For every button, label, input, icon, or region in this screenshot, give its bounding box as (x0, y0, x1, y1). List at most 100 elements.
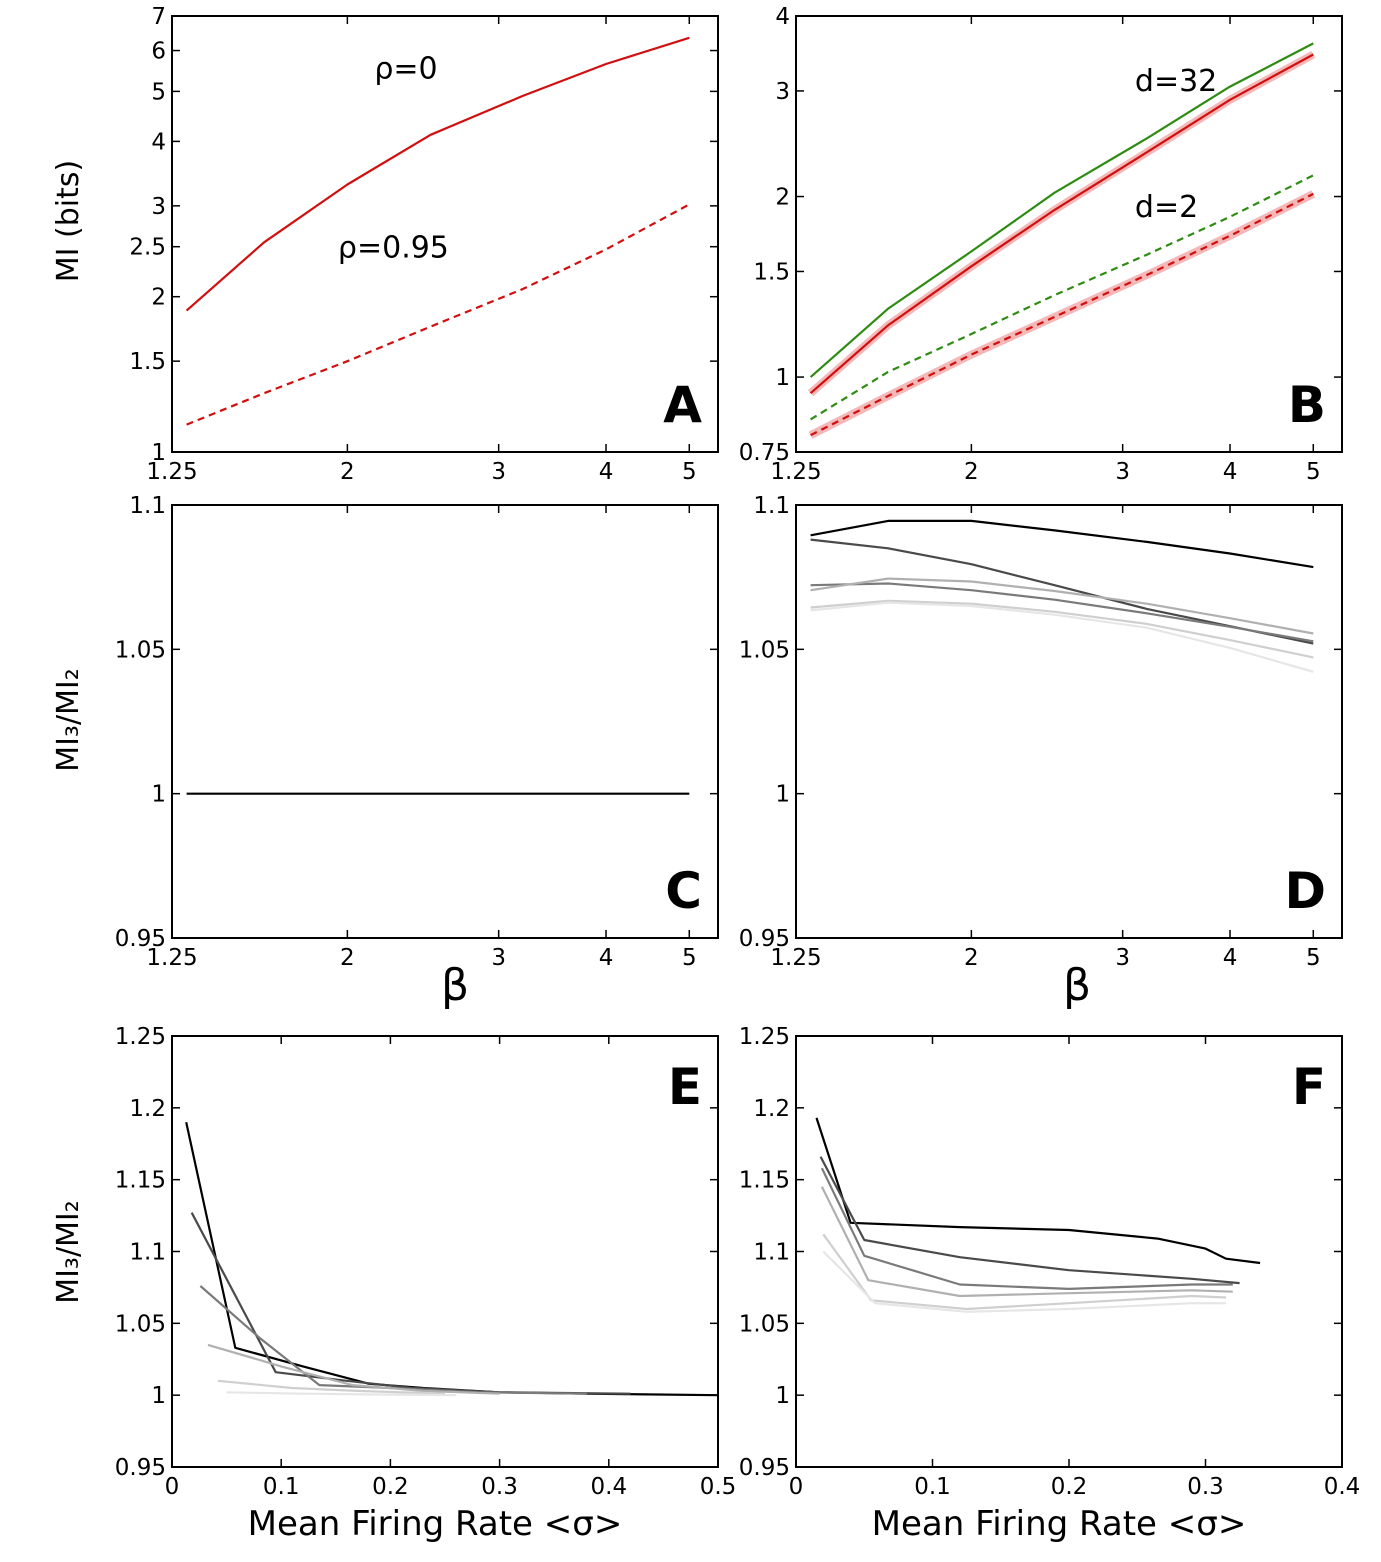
y-axis-label: MI (bits) (51, 160, 86, 282)
annotation-label: ρ=0.95 (338, 231, 449, 266)
y-tick-label: 1.05 (115, 637, 166, 663)
series-6-line (822, 1250, 1226, 1313)
y-tick-label: 2.5 (129, 235, 166, 261)
series-5-line (810, 599, 1314, 659)
x-tick-label: 0.3 (1187, 1474, 1224, 1500)
series-5-line (822, 1233, 1227, 1311)
y-tick-label: 1 (151, 782, 166, 808)
y-tick-label: 3 (151, 194, 166, 220)
panel-letter: E (668, 1058, 702, 1116)
x-tick-label: 4 (1223, 459, 1238, 485)
x-tick-label: 0.3 (481, 1474, 518, 1500)
plot-frame (795, 1035, 1343, 1468)
x-axis-label: Mean Firing Rate <σ> (248, 1504, 623, 1544)
y-tick-label: 1.1 (129, 1240, 166, 1266)
x-tick-label: 5 (682, 459, 697, 485)
annotation-label: d=2 (1135, 190, 1198, 225)
series-3-line (820, 1167, 1233, 1291)
y-tick-label: 1.2 (753, 1096, 790, 1122)
series-4-line (810, 192, 1314, 437)
y-tick-label: 4 (151, 129, 166, 155)
x-tick-label: 2 (340, 459, 355, 485)
series-1-line (815, 1117, 1261, 1265)
panel-d: 1.25 2 3 4 5 0.95 1 1.05 1.1 Dβ (739, 493, 1343, 1011)
x-tick-label: 0.4 (1324, 1474, 1361, 1500)
y-tick-label: 1 (775, 782, 790, 808)
x-tick-label: 1.25 (770, 945, 821, 971)
panel-letter: A (663, 376, 702, 434)
x-tick-label: 0 (165, 1474, 180, 1500)
x-tick-label: 4 (1223, 945, 1238, 971)
x-axis-label: β (1063, 960, 1091, 1011)
x-tick-label: 5 (1306, 459, 1321, 485)
x-tick-label: 4 (599, 459, 614, 485)
series-5-line (217, 1379, 446, 1395)
x-tick-label: 0 (789, 1474, 804, 1500)
panel-c: 1.25 2 3 4 5 0.95 1 1.05 1.1 C MI₃/MI₂ β (51, 493, 719, 1011)
panel-letter: F (1292, 1058, 1326, 1116)
x-tick-label: 3 (1115, 945, 1130, 971)
x-tick-label: 2 (340, 945, 355, 971)
y-tick-label: 1 (151, 440, 166, 466)
x-tick-label: 0.2 (372, 1474, 409, 1500)
y-tick-label: 2 (775, 185, 790, 211)
y-tick-label: 4 (775, 4, 790, 30)
plot-frame (171, 504, 719, 939)
x-tick-label: 1.25 (146, 945, 197, 971)
x-tick-label: 0.5 (700, 1474, 737, 1500)
x-tick-label: 0.4 (591, 1474, 628, 1500)
y-tick-label: 1.05 (739, 637, 790, 663)
y-tick-label: 1.1 (753, 493, 790, 519)
y-tick-label: 1 (151, 1383, 166, 1409)
x-tick-label: 0.1 (914, 1474, 951, 1500)
x-tick-label: 5 (1306, 945, 1321, 971)
x-tick-label: 3 (491, 459, 506, 485)
y-tick-label: 1.25 (115, 1024, 166, 1050)
x-tick-label: 3 (491, 945, 506, 971)
panel-letter: C (665, 862, 702, 920)
series-1-line (810, 519, 1314, 569)
series-4-line (820, 1186, 1233, 1298)
y-tick-label: 1.25 (739, 1024, 790, 1050)
y-tick-label: 1.1 (753, 1240, 790, 1266)
plot-frame (171, 15, 719, 453)
y-tick-label: 6 (151, 39, 166, 65)
series-6-line (226, 1391, 456, 1397)
series-4-line (810, 577, 1314, 635)
y-tick-label: 1 (775, 1383, 790, 1409)
x-tick-label: 1.25 (146, 459, 197, 485)
series-2-error-band (807, 50, 1316, 397)
panel-letter: D (1284, 862, 1326, 920)
y-tick-label: 0.75 (739, 440, 790, 466)
y-tick-label: 1 (775, 365, 790, 391)
y-tick-label: 1.5 (753, 259, 790, 285)
x-tick-label: 4 (599, 945, 614, 971)
y-tick-label: 3 (775, 79, 790, 105)
plot-frame (171, 1035, 719, 1468)
y-tick-label: 1.2 (129, 1096, 166, 1122)
series-3-line (810, 174, 1314, 421)
panel-a: 1.25 2 3 4 5 1 1.5 2 2.5 3 4 5 6 7 ρ=0 ρ=0.95 A MI (bits) (51, 4, 719, 485)
y-tick-label: 0.95 (739, 1455, 790, 1481)
panel-e: 0 0.1 0.2 0.3 0.4 0.5 0.95 1 1.05 1.1 1.15 1.2 1.25 E… (51, 1024, 736, 1544)
x-tick-label: 5 (682, 945, 697, 971)
series-2-line (809, 53, 1314, 395)
y-tick-label: 0.95 (115, 1455, 166, 1481)
plot-frame (795, 15, 1343, 453)
x-tick-label: 2 (964, 945, 979, 971)
x-tick-label: 2 (964, 459, 979, 485)
series-3-line (810, 582, 1314, 643)
panel-letter: B (1288, 376, 1326, 434)
x-tick-label: 0.2 (1051, 1474, 1088, 1500)
panel-f: 0 0.1 0.2 0.3 0.4 0.95 1 1.05 1.1 1.15 1.2 1.25 F Mea… (739, 1024, 1361, 1544)
annotation-label: d=32 (1135, 64, 1217, 99)
panel-b: 1.25 2 3 4 5 0.75 1 1.5 2 3 4 d=32 d=2 B (739, 4, 1343, 485)
y-tick-label: 5 (151, 79, 166, 105)
series-2-line (190, 1212, 631, 1395)
y-tick-label: 0.95 (739, 926, 790, 952)
series-1-line (185, 36, 690, 312)
series-4-line (207, 1343, 500, 1395)
x-tick-label: 1.25 (770, 459, 821, 485)
series-2-line (819, 1156, 1240, 1285)
y-tick-label: 7 (151, 4, 166, 30)
